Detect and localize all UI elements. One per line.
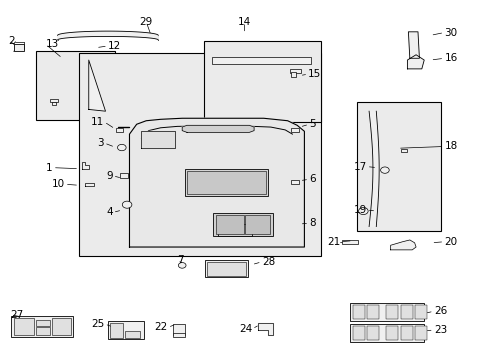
Bar (400, 327, 412, 340)
Text: 29: 29 (140, 17, 153, 27)
Polygon shape (257, 323, 273, 335)
Circle shape (122, 201, 132, 208)
Bar (205, 260, 248, 277)
Bar (186, 171, 265, 194)
Bar (36, 328, 50, 335)
Polygon shape (141, 131, 175, 148)
Bar (366, 305, 378, 319)
Circle shape (380, 167, 388, 173)
Bar (52, 102, 56, 105)
Polygon shape (182, 125, 254, 132)
Text: 6: 6 (308, 174, 315, 184)
Bar (203, 41, 321, 122)
Text: 26: 26 (433, 306, 446, 316)
Bar (36, 51, 115, 120)
Text: 15: 15 (307, 69, 321, 79)
Polygon shape (368, 111, 378, 226)
Bar (386, 305, 398, 319)
Bar (356, 102, 440, 231)
Bar (289, 69, 300, 73)
Polygon shape (390, 240, 415, 250)
Bar (79, 53, 321, 256)
Bar (36, 320, 50, 326)
Polygon shape (85, 183, 93, 186)
Bar (120, 173, 127, 177)
Bar (218, 224, 251, 237)
Text: 9: 9 (106, 171, 112, 181)
Bar (184, 170, 268, 196)
Bar (172, 333, 184, 337)
Bar (291, 180, 298, 184)
Bar (213, 213, 273, 236)
Text: 20: 20 (444, 237, 457, 247)
Bar (172, 324, 184, 334)
Bar (349, 303, 424, 321)
Polygon shape (89, 60, 105, 111)
Polygon shape (407, 55, 424, 69)
Text: 12: 12 (108, 41, 121, 51)
Polygon shape (407, 32, 419, 58)
Text: 27: 27 (11, 310, 24, 320)
Polygon shape (81, 162, 89, 170)
Bar (342, 240, 357, 243)
Bar (50, 99, 58, 102)
Bar (414, 305, 426, 319)
Bar (110, 323, 123, 338)
Bar (414, 327, 426, 340)
Polygon shape (58, 31, 158, 40)
Bar (400, 305, 412, 319)
Circle shape (117, 144, 126, 151)
Bar (212, 57, 310, 64)
Text: 5: 5 (308, 119, 315, 129)
Text: 17: 17 (353, 162, 366, 172)
Bar (349, 324, 424, 342)
Bar (108, 321, 143, 339)
Text: 30: 30 (444, 27, 457, 37)
Circle shape (178, 262, 185, 268)
Bar (366, 327, 378, 340)
Bar (52, 318, 71, 335)
Text: 3: 3 (97, 138, 104, 148)
Text: 16: 16 (444, 53, 457, 63)
Text: 2: 2 (9, 36, 15, 46)
Text: 23: 23 (433, 325, 446, 335)
Bar (291, 72, 296, 77)
Polygon shape (129, 118, 304, 247)
Text: 14: 14 (237, 17, 251, 27)
Text: 4: 4 (106, 207, 112, 217)
Text: 21: 21 (326, 237, 340, 247)
Bar (116, 128, 122, 132)
Bar (215, 215, 244, 234)
Text: 18: 18 (444, 141, 457, 152)
Bar (352, 305, 364, 319)
Text: 25: 25 (91, 319, 104, 329)
Text: 13: 13 (45, 39, 59, 49)
Text: 1: 1 (46, 163, 53, 173)
Bar (291, 129, 298, 132)
Text: 8: 8 (308, 218, 315, 228)
Bar (245, 215, 270, 234)
Bar (124, 331, 140, 338)
Text: 7: 7 (177, 256, 183, 265)
Circle shape (358, 207, 367, 215)
Bar (14, 44, 24, 51)
Text: 24: 24 (239, 324, 252, 334)
Text: 11: 11 (91, 117, 104, 127)
Text: 22: 22 (154, 323, 167, 333)
Bar (352, 327, 364, 340)
Bar (14, 318, 34, 335)
Bar (386, 327, 398, 340)
Bar (207, 262, 246, 276)
Text: 10: 10 (52, 179, 64, 189)
Bar (11, 316, 73, 337)
Text: 19: 19 (353, 205, 366, 215)
Bar (400, 149, 407, 153)
Text: 28: 28 (261, 257, 274, 267)
